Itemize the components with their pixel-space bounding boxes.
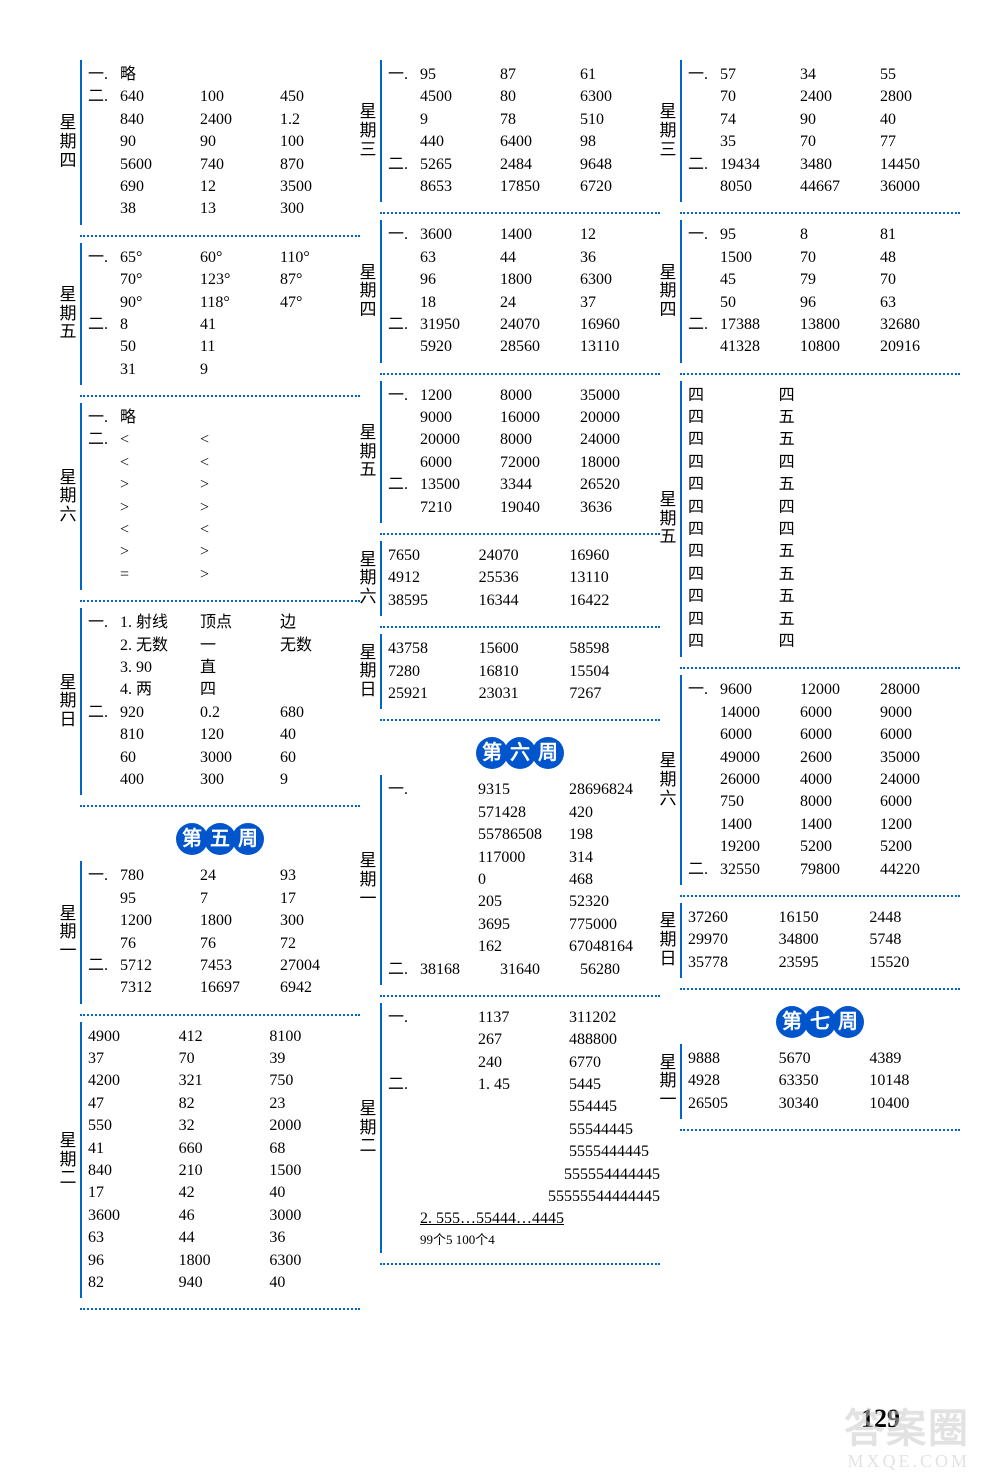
data-row: 377039 bbox=[88, 1048, 360, 1070]
data-row: 478223 bbox=[88, 1093, 360, 1115]
data-row: 357782359515520 bbox=[688, 952, 960, 974]
data-row: 4166068 bbox=[88, 1138, 360, 1160]
col1-fri-block: 星期五 一.65°60°110° 70°123°87° 90°118°47° 二… bbox=[80, 243, 360, 385]
data-row: 49122553613110 bbox=[388, 567, 660, 589]
data-row: 4200321750 bbox=[88, 1070, 360, 1092]
separator bbox=[80, 235, 360, 237]
data-row: 49004128100 bbox=[88, 1026, 360, 1048]
col1-sun-block: 星期日 一.1. 射线顶点边 2. 无数一无数 3. 90直 4. 两四 二.9… bbox=[80, 608, 360, 795]
col2-thu-block: 星期四 一.3600140012 634436 9618006300 18243… bbox=[380, 220, 660, 362]
data-row: 29970348005748 bbox=[688, 929, 960, 951]
data-row: 8294040 bbox=[88, 1272, 360, 1294]
data-row: 四四 bbox=[688, 497, 960, 519]
page-container: 星 期 四 一.略 二.640100450 84024001.2 9090100… bbox=[0, 0, 1000, 1356]
col3-sun-block: 星期日 372601615024482997034800574835778235… bbox=[680, 903, 960, 978]
col3-thu-block: 星期四 一.95881 15007048 457970 509663 二.173… bbox=[680, 220, 960, 362]
col3-w7mon-block: 星期一 988856704389492863350101482650530340… bbox=[680, 1044, 960, 1119]
data-row: 634436 bbox=[88, 1227, 360, 1249]
col1-sat-block: 星期六 一.略 二.<< << >> >> << >> => bbox=[80, 403, 360, 590]
data-row: 四五 bbox=[688, 474, 960, 496]
data-row: 37260161502448 bbox=[688, 907, 960, 929]
col2-sun-block: 星期日 437581560058598728016810155042592123… bbox=[380, 634, 660, 709]
col3-sat-block: 星期六 一.96001200028000 1400060009000 60006… bbox=[680, 675, 960, 885]
week6-badge: 第 六 周 bbox=[380, 737, 660, 769]
content: 一.略 二.640100450 84024001.2 9090100 56007… bbox=[88, 64, 360, 221]
data-row: 385951634416422 bbox=[388, 590, 660, 612]
data-row: 3600463000 bbox=[88, 1205, 360, 1227]
column-2: 星期三 一.958761 4500806300 978510 440640098… bbox=[380, 60, 660, 1316]
col3-fri-block: 星期五 四四四五四五四四四五四四四四四五四五四五四五四四 bbox=[680, 381, 960, 658]
data-row: 49286335010148 bbox=[688, 1070, 960, 1092]
week5-badge: 第 五 周 bbox=[80, 823, 360, 855]
data-row: 四四 bbox=[688, 452, 960, 474]
col2-wed-block: 星期三 一.958761 4500806300 978510 440640098… bbox=[380, 60, 660, 202]
data-row: 437581560058598 bbox=[388, 638, 660, 660]
data-row: 8402101500 bbox=[88, 1160, 360, 1182]
data-row: 四五 bbox=[688, 541, 960, 563]
col1-w5tue-block: 星期二 490041281003770394200321750478223550… bbox=[80, 1022, 360, 1299]
column-1: 星 期 四 一.略 二.640100450 84024001.2 9090100… bbox=[80, 60, 360, 1316]
data-row: 550322000 bbox=[88, 1115, 360, 1137]
col2-w6mon-block: 星期一 一.931528696824 571428420 55786508198… bbox=[380, 775, 660, 985]
week7-badge: 第 七 周 bbox=[680, 1006, 960, 1038]
col2-fri-block: 星期五 一.1200800035000 90001600020000 20000… bbox=[380, 381, 660, 523]
data-row: 174240 bbox=[88, 1182, 360, 1204]
column-3: 星期三 一.573455 7024002800 749040 357077 二.… bbox=[680, 60, 960, 1316]
data-row: 988856704389 bbox=[688, 1048, 960, 1070]
data-row: 76502407016960 bbox=[388, 545, 660, 567]
data-row: 265053034010400 bbox=[688, 1093, 960, 1115]
data-row: 四五 bbox=[688, 609, 960, 631]
watermark-url: MXQE.COM bbox=[847, 1451, 970, 1472]
data-row: 四四 bbox=[688, 519, 960, 541]
data-row: 四四 bbox=[688, 631, 960, 653]
col1-w5mon-block: 星期一 一.7802493 95717 12001800300 767672 二… bbox=[80, 861, 360, 1003]
col3-wed-block: 星期三 一.573455 7024002800 749040 357077 二.… bbox=[680, 60, 960, 202]
col2-sat-block: 星期六 765024070169604912255361311038595163… bbox=[380, 541, 660, 616]
day-label: 星 期 四 bbox=[58, 114, 78, 170]
data-row: 四五 bbox=[688, 407, 960, 429]
data-row: 25921230317267 bbox=[388, 683, 660, 705]
data-row: 72801681015504 bbox=[388, 661, 660, 683]
data-row: 四五 bbox=[688, 564, 960, 586]
day-label: 星期五 bbox=[58, 286, 78, 342]
col2-w6tue-block: 星期二 一.1137311202 267488800 2406770 二.1. … bbox=[380, 1003, 660, 1253]
data-row: 9618006300 bbox=[88, 1250, 360, 1272]
watermark-icon: 答案圈 bbox=[844, 1396, 970, 1454]
data-row: 四五 bbox=[688, 586, 960, 608]
data-row: 四五 bbox=[688, 429, 960, 451]
data-row: 四四 bbox=[688, 385, 960, 407]
col1-thu-block: 星 期 四 一.略 二.640100450 84024001.2 9090100… bbox=[80, 60, 360, 225]
